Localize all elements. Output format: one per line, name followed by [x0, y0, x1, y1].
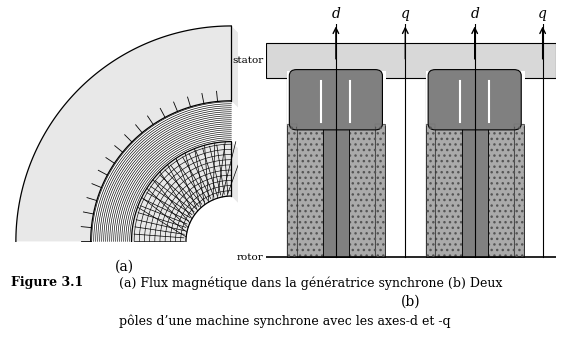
- Bar: [349, 78, 385, 257]
- Bar: [266, 43, 556, 78]
- Bar: [488, 78, 524, 257]
- Bar: [425, 124, 435, 257]
- Text: (a) Flux magnétique dans la génératrice synchrone (b) Deux: (a) Flux magnétique dans la génératrice …: [119, 276, 502, 290]
- Bar: [425, 78, 462, 257]
- Bar: [287, 78, 323, 257]
- Bar: [425, 124, 435, 257]
- Bar: [287, 124, 297, 257]
- Bar: [287, 71, 298, 126]
- Bar: [375, 124, 385, 257]
- FancyBboxPatch shape: [428, 70, 521, 130]
- Bar: [287, 78, 323, 257]
- Text: rotor: rotor: [237, 253, 264, 262]
- Bar: [323, 78, 349, 257]
- Text: (b): (b): [401, 294, 421, 308]
- Bar: [375, 71, 387, 126]
- Bar: [287, 124, 297, 257]
- Bar: [488, 78, 524, 257]
- Bar: [514, 71, 525, 126]
- Text: Figure 3.1: Figure 3.1: [11, 276, 83, 289]
- Text: (a): (a): [115, 259, 134, 274]
- Bar: [514, 124, 524, 257]
- Text: pôles d’une machine synchrone avec les axes-d et -q: pôles d’une machine synchrone avec les a…: [119, 315, 451, 328]
- Text: q: q: [401, 7, 410, 21]
- FancyBboxPatch shape: [289, 70, 383, 130]
- Text: stator: stator: [232, 56, 264, 65]
- Bar: [349, 78, 385, 257]
- Bar: [514, 124, 524, 257]
- Bar: [375, 124, 385, 257]
- Bar: [425, 78, 462, 257]
- Bar: [462, 78, 488, 257]
- Text: q: q: [538, 7, 547, 21]
- Text: d: d: [332, 7, 340, 21]
- Text: d: d: [470, 7, 479, 21]
- Polygon shape: [132, 142, 331, 241]
- Polygon shape: [16, 26, 447, 241]
- Bar: [425, 71, 437, 126]
